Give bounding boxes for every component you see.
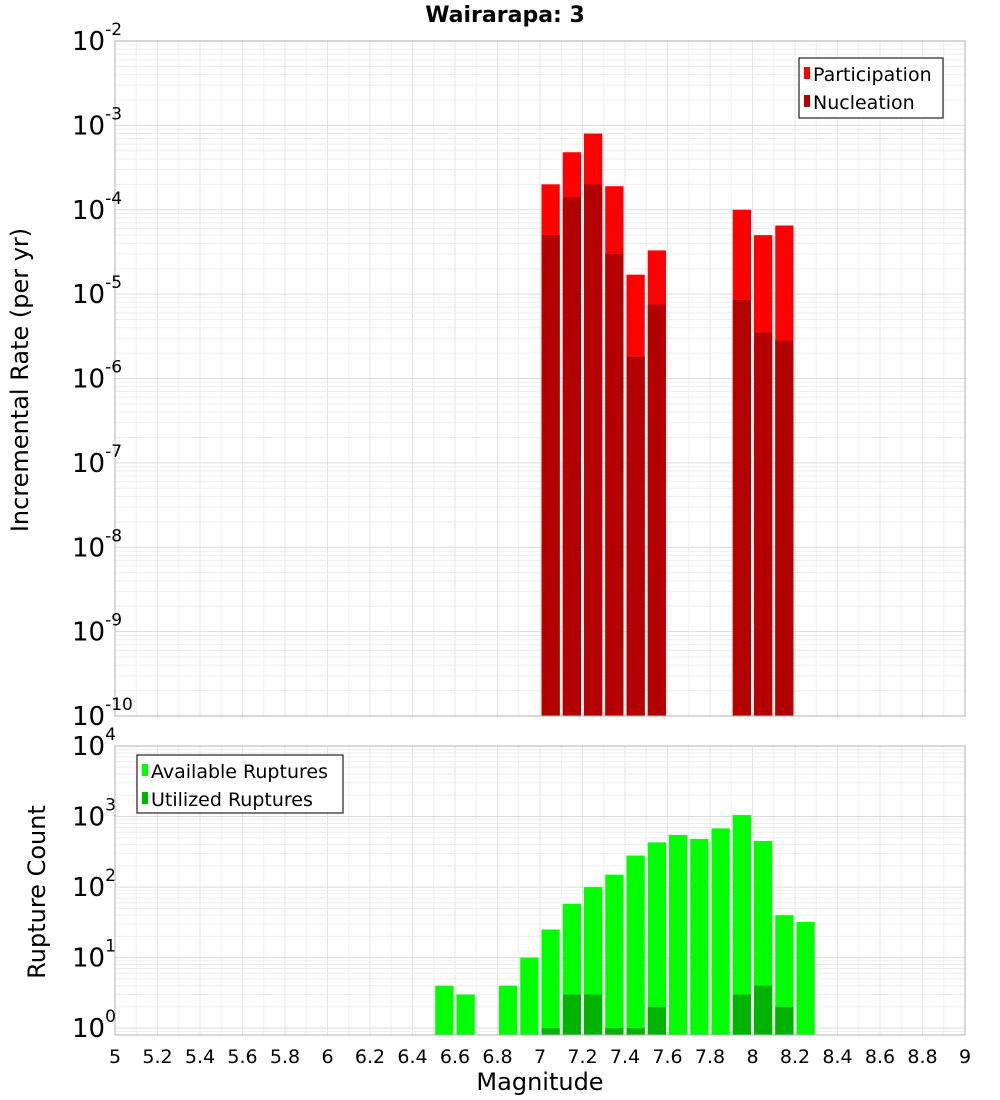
bottom-panel: 100 101 102 103 104 5 5.2 5.4 5.6 5.8 6 6.2 6.4 6.6 6.… — [72, 725, 971, 1068]
top-y-tick-label: 10-6 — [72, 358, 122, 395]
bottom-x-tick-label: 7.2 — [567, 1046, 597, 1068]
bottom-legend-swatch — [142, 764, 148, 776]
bottom-x-tick-label: 9 — [959, 1046, 971, 1068]
top-y-axis-label: Incremental Rate (per yr) — [6, 228, 34, 532]
bottom-x-tick-label: 7.4 — [610, 1046, 640, 1068]
bottom-bar-utilized-ruptures — [732, 994, 751, 1035]
bottom-y-tick-label: 104 — [72, 725, 116, 762]
top-bar-nucleation — [541, 235, 560, 716]
top-legend-swatch — [804, 95, 810, 107]
bottom-bar-utilized-ruptures — [605, 1028, 624, 1035]
top-y-tick-label: 10-4 — [72, 189, 122, 226]
top-bar-nucleation — [732, 300, 751, 716]
bottom-x-tick-label: 7.8 — [695, 1046, 725, 1068]
bottom-y-tick-label: 100 — [72, 1007, 116, 1044]
bottom-y-tick-label: 103 — [72, 796, 116, 833]
bottom-bar-available-ruptures — [605, 874, 624, 1035]
bottom-x-tick-label: 6.6 — [440, 1046, 470, 1068]
bottom-bar-available-ruptures — [520, 957, 539, 1035]
bottom-x-tick-label: 5 — [109, 1046, 121, 1068]
top-y-tick-label: 10-3 — [72, 104, 122, 141]
top-bar-nucleation — [754, 332, 773, 716]
bottom-bar-available-ruptures — [435, 985, 454, 1035]
bottom-bar-available-ruptures — [499, 985, 518, 1035]
top-bar-nucleation — [584, 184, 603, 717]
bottom-legend-box — [136, 754, 344, 814]
bottom-y-tick-label: 102 — [72, 866, 116, 903]
top-bar-nucleation — [562, 197, 581, 717]
bottom-x-tick-label: 8.6 — [865, 1046, 895, 1068]
top-y-tick-label: 10-10 — [72, 695, 133, 732]
bottom-bar-available-ruptures — [732, 815, 751, 1035]
bottom-x-tick-label: 6 — [321, 1046, 333, 1068]
bottom-x-tick-label: 6.8 — [482, 1046, 512, 1068]
top-y-tick-label: 10-9 — [72, 611, 122, 648]
bottom-bar-available-ruptures — [626, 855, 645, 1035]
bottom-bar-utilized-ruptures — [754, 985, 773, 1035]
bottom-x-tick-label: 7.6 — [652, 1046, 682, 1068]
bottom-bar-available-ruptures — [775, 915, 794, 1035]
bottom-legend-swatch — [142, 792, 148, 804]
bottom-bar-utilized-ruptures — [562, 994, 581, 1035]
top-legend-box — [798, 57, 944, 119]
top-legend-label: Participation — [813, 64, 932, 86]
bottom-plot-frame — [114, 745, 966, 1036]
top-bar-nucleation — [605, 253, 624, 716]
bottom-bar-utilized-ruptures — [775, 1006, 794, 1035]
bottom-bar-utilized-ruptures — [584, 994, 603, 1035]
top-legend-swatch — [804, 67, 810, 79]
x-axis-label: Magnitude — [476, 1068, 603, 1096]
bottom-x-tick-label: 5.4 — [185, 1046, 215, 1068]
bottom-bar-utilized-ruptures — [541, 1028, 560, 1035]
bottom-bar-utilized-ruptures — [647, 1006, 666, 1035]
bottom-legend-label: Available Ruptures — [151, 761, 328, 783]
bottom-legend-label: Utilized Ruptures — [151, 789, 313, 811]
bottom-bar-available-ruptures — [456, 994, 475, 1035]
top-legend-label: Nucleation — [813, 92, 915, 114]
top-bar-nucleation — [775, 340, 794, 716]
bottom-y-tick-label: 101 — [72, 937, 116, 974]
bottom-x-tick-label: 8.8 — [907, 1046, 937, 1068]
top-y-tick-label: 10-5 — [72, 273, 122, 310]
bottom-x-tick-label: 7 — [534, 1046, 546, 1068]
bottom-bar-available-ruptures — [711, 828, 730, 1035]
bottom-x-tick-label: 5.6 — [227, 1046, 257, 1068]
bottom-x-tick-label: 5.2 — [142, 1046, 172, 1068]
bottom-y-axis-label: Rupture Count — [23, 805, 51, 979]
bottom-bar-available-ruptures — [796, 921, 815, 1035]
bottom-x-tick-label: 8 — [746, 1046, 758, 1068]
bottom-bar-available-ruptures — [669, 834, 688, 1035]
bottom-x-tick-label: 8.4 — [822, 1046, 852, 1068]
bottom-bar-available-ruptures — [690, 839, 709, 1035]
bottom-x-tick-label: 5.8 — [270, 1046, 300, 1068]
bottom-bar-utilized-ruptures — [626, 1028, 645, 1035]
top-plot-frame — [114, 40, 966, 717]
top-y-tick-label: 10-8 — [72, 526, 122, 563]
bottom-bar-available-ruptures — [647, 842, 666, 1035]
top-bar-nucleation — [626, 356, 645, 716]
chart-title: Wairarapa: 3 — [425, 3, 585, 28]
bottom-x-tick-label: 6.4 — [397, 1046, 427, 1068]
top-panel: 10-10 10-9 10-8 10-7 10-6 10-5 10-4 10-3 10-2 Par… — [72, 20, 966, 732]
top-y-tick-label: 10-2 — [72, 20, 122, 57]
top-bar-nucleation — [647, 304, 666, 716]
bottom-x-tick-label: 8.2 — [780, 1046, 810, 1068]
top-y-tick-label: 10-7 — [72, 442, 122, 479]
bottom-x-tick-label: 6.2 — [355, 1046, 385, 1068]
bottom-bar-available-ruptures — [541, 929, 560, 1035]
